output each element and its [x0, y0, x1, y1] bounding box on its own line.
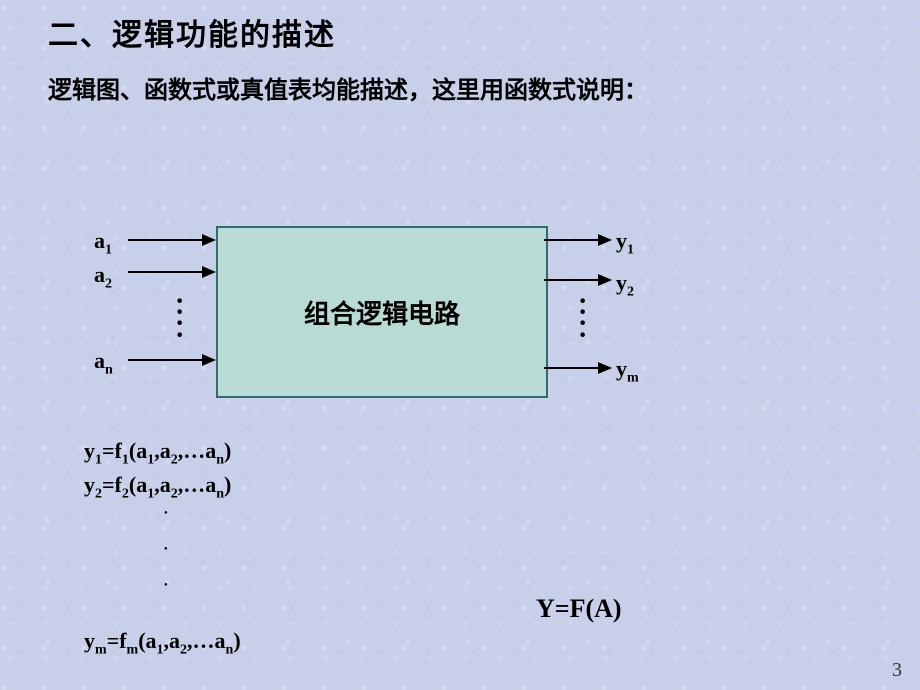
equation-line-0: y1=f1(a1,a2,…an) [84, 438, 231, 468]
input-label-2: an [94, 348, 113, 378]
equation-vdot-1: ● [164, 546, 168, 552]
diagram-layer: a1 a2 an ···· y1 y2 ym ···· y1=f1(a1,a2,…an) y2=f… [0, 0, 920, 690]
output-label-2: ym [616, 356, 639, 386]
page-number: 3 [892, 659, 902, 682]
summary-equation: Y=F(A) [536, 594, 622, 624]
input-label-1: a2 [94, 262, 112, 292]
equation-line-2: ym=fm(a1,a2,…an) [84, 628, 241, 658]
input-vdots: ···· [175, 296, 184, 341]
input-label-0: a1 [94, 228, 112, 258]
output-label-0: y1 [616, 228, 634, 258]
equation-line-1: y2=f2(a1,a2,…an) [84, 472, 231, 502]
output-label-1: y2 [616, 270, 634, 300]
equation-vdot-2: ● [164, 582, 168, 588]
output-vdots: ···· [578, 296, 587, 341]
equation-vdot-0: ● [164, 510, 168, 516]
